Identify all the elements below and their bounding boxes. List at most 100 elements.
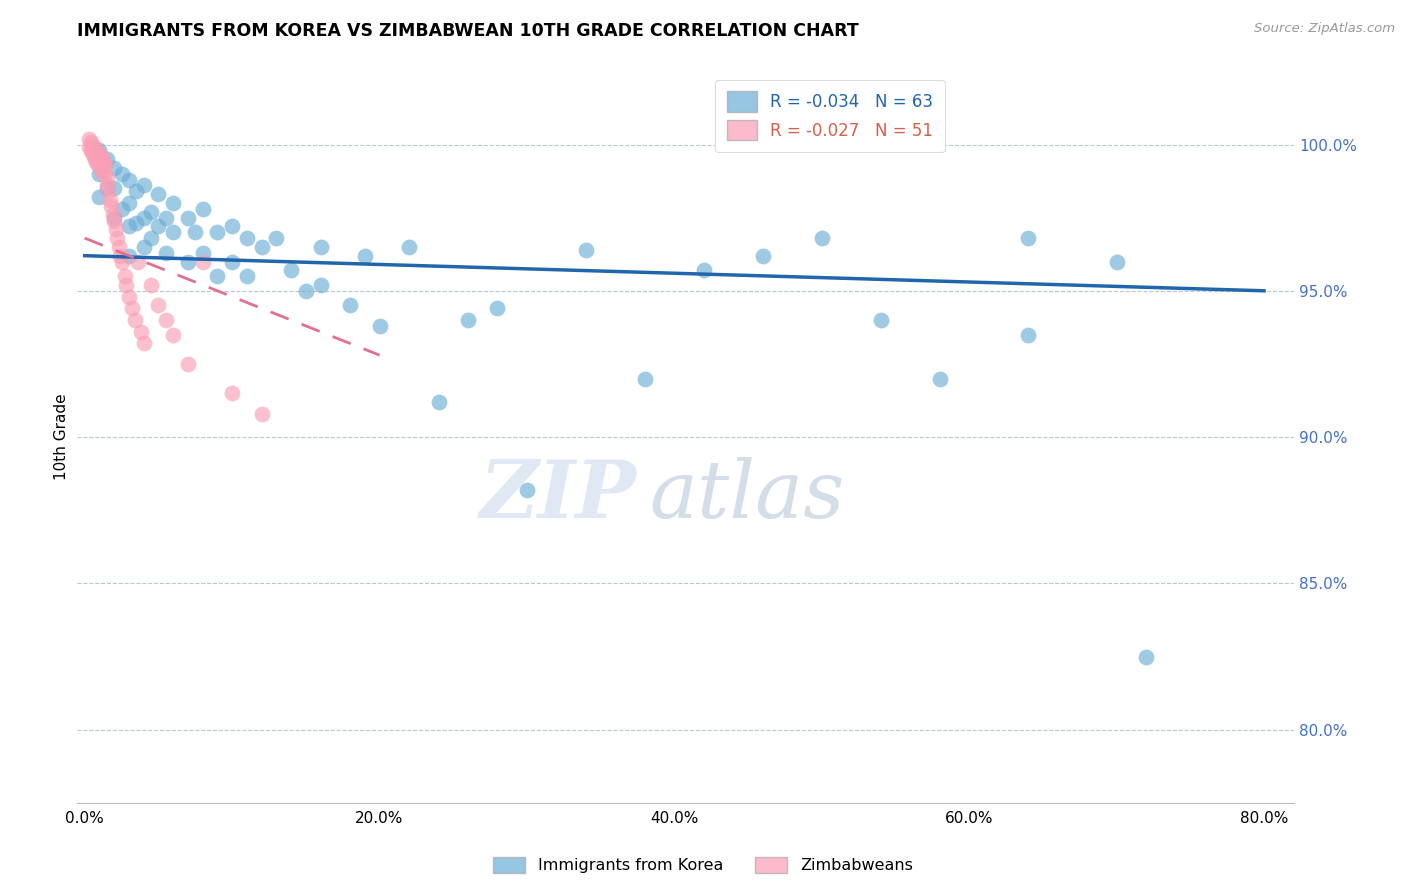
Point — [118, 290, 141, 304]
Point — [191, 202, 214, 216]
Point — [236, 231, 259, 245]
Legend: Immigrants from Korea, Zimbabweans: Immigrants from Korea, Zimbabweans — [486, 850, 920, 880]
Point — [132, 336, 155, 351]
Point — [101, 208, 124, 222]
Point — [177, 211, 200, 225]
Point — [309, 240, 332, 254]
Point — [398, 240, 420, 254]
Point — [84, 144, 107, 158]
Legend: R = -0.034   N = 63, R = -0.027   N = 51: R = -0.034 N = 63, R = -0.027 N = 51 — [716, 79, 945, 152]
Point — [148, 187, 170, 202]
Point — [221, 254, 243, 268]
Point — [108, 249, 131, 263]
Point — [91, 164, 114, 178]
Point — [810, 231, 832, 245]
Point — [177, 254, 200, 268]
Point — [869, 313, 891, 327]
Text: atlas: atlas — [650, 457, 845, 534]
Point — [77, 140, 100, 154]
Point — [103, 181, 125, 195]
Point — [184, 225, 207, 239]
Point — [89, 190, 111, 204]
Point — [104, 222, 127, 236]
Point — [114, 269, 136, 284]
Point — [1017, 231, 1039, 245]
Point — [118, 196, 141, 211]
Point — [155, 313, 177, 327]
Point — [103, 211, 125, 225]
Point — [118, 172, 141, 186]
Point — [309, 277, 332, 292]
Point — [77, 131, 100, 145]
Point — [96, 178, 118, 193]
Point — [83, 149, 105, 163]
Point — [155, 245, 177, 260]
Point — [93, 167, 115, 181]
Point — [928, 371, 950, 385]
Point — [427, 395, 450, 409]
Text: ZIP: ZIP — [479, 457, 637, 534]
Point — [155, 211, 177, 225]
Point — [162, 327, 184, 342]
Point — [353, 249, 375, 263]
Point — [162, 196, 184, 211]
Point — [94, 158, 117, 172]
Point — [368, 318, 391, 333]
Point — [86, 155, 108, 169]
Point — [129, 325, 152, 339]
Point — [250, 240, 273, 254]
Point — [280, 263, 302, 277]
Point — [98, 193, 121, 207]
Point — [207, 225, 229, 239]
Point — [148, 298, 170, 312]
Text: IMMIGRANTS FROM KOREA VS ZIMBABWEAN 10TH GRADE CORRELATION CHART: IMMIGRANTS FROM KOREA VS ZIMBABWEAN 10TH… — [77, 22, 859, 40]
Point — [124, 313, 146, 327]
Point — [89, 155, 111, 169]
Point — [105, 231, 128, 245]
Point — [80, 137, 103, 152]
Point — [693, 263, 716, 277]
Text: Source: ZipAtlas.com: Source: ZipAtlas.com — [1254, 22, 1395, 36]
Point — [127, 254, 149, 268]
Point — [139, 204, 162, 219]
Point — [236, 269, 259, 284]
Point — [103, 213, 125, 227]
Point — [191, 245, 214, 260]
Point — [100, 199, 122, 213]
Point — [110, 254, 132, 268]
Point — [1135, 649, 1157, 664]
Point — [132, 211, 155, 225]
Point — [575, 243, 598, 257]
Point — [486, 301, 509, 316]
Point — [516, 483, 538, 497]
Point — [89, 167, 111, 181]
Point — [634, 371, 657, 385]
Point — [91, 152, 114, 166]
Point — [103, 161, 125, 175]
Point — [96, 152, 118, 166]
Point — [125, 217, 148, 231]
Point — [250, 407, 273, 421]
Point — [79, 144, 101, 158]
Point — [89, 144, 111, 158]
Point — [295, 284, 318, 298]
Point — [79, 135, 101, 149]
Point — [84, 152, 107, 166]
Point — [339, 298, 361, 312]
Point — [221, 386, 243, 401]
Point — [87, 149, 110, 163]
Point — [457, 313, 479, 327]
Point — [118, 219, 141, 234]
Point — [162, 225, 184, 239]
Point — [132, 178, 155, 193]
Point — [96, 169, 118, 184]
Point — [86, 146, 108, 161]
Point — [90, 149, 112, 163]
Point — [93, 155, 115, 169]
Point — [80, 146, 103, 161]
Point — [110, 167, 132, 181]
Point — [83, 140, 105, 154]
Point — [110, 202, 132, 216]
Point — [118, 249, 141, 263]
Point — [121, 301, 143, 316]
